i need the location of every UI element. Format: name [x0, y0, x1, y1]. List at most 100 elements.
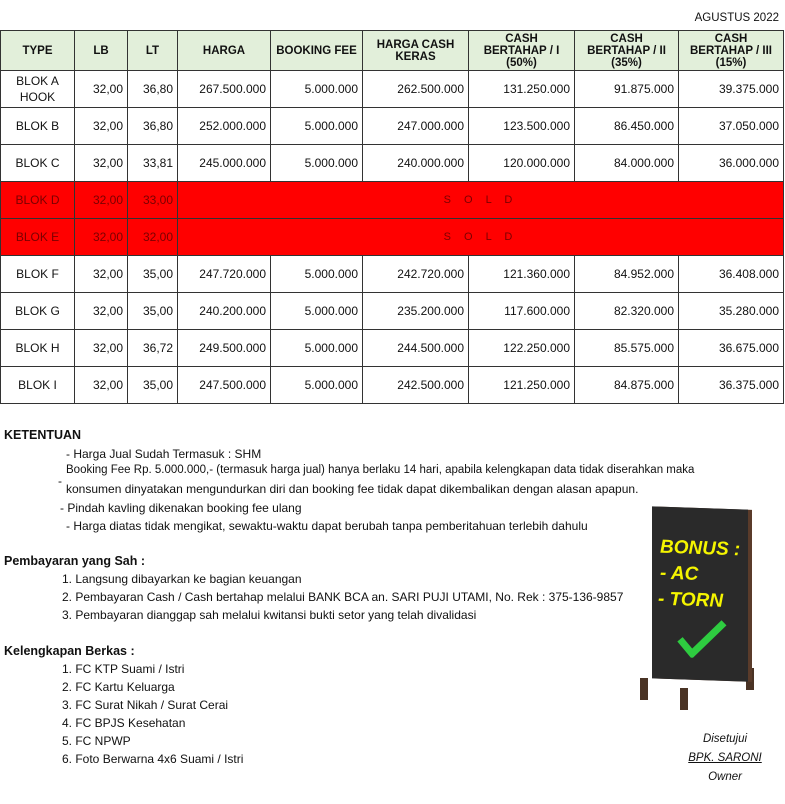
cell-bf: 5.000.000	[270, 292, 363, 330]
cell-c3: 35.280.000	[678, 292, 784, 330]
cell-type: BLOK C	[0, 144, 75, 182]
cell-c1: 121.250.000	[468, 366, 575, 404]
cell-lb: 32,00	[74, 144, 128, 182]
cell-hck: 242.720.000	[362, 255, 469, 293]
cell-c2: 82.320.000	[574, 292, 679, 330]
cell-bf: 5.000.000	[270, 70, 363, 108]
berkas-item: 4. FC BPJS Kesehatan	[62, 716, 186, 730]
cell-lb: 32,00	[74, 255, 128, 293]
cell-lb: 32,00	[74, 218, 128, 256]
cell-lt: 36,72	[127, 329, 178, 367]
price-table: TYPE LB LT HARGA BOOKING FEE HARGA CASH KERAS…	[0, 30, 784, 404]
ketentuan-item: - Pindah kavling dikenakan booking fee u…	[60, 501, 302, 515]
cell-lb: 32,00	[74, 181, 128, 219]
cell-lb: 32,00	[74, 70, 128, 108]
cell-hck: 244.500.000	[362, 329, 469, 367]
berkas-item: 3. FC Surat Nikah / Surat Cerai	[62, 698, 229, 712]
cell-type: BLOK E	[0, 218, 75, 256]
cell-bf: 5.000.000	[270, 144, 363, 182]
bonus-sign-image: BONUS : - AC - TORN	[640, 500, 765, 710]
cell-c2: 86.450.000	[574, 107, 679, 145]
table-row: BLOK B 32,00 36,80 252.000.000 5.000.000 247.…	[0, 107, 784, 145]
ketentuan-item: konsumen dinyatakan mengundurkan diri da…	[66, 482, 639, 496]
column-header: HARGA CASH KERAS	[362, 30, 469, 71]
berkas-item: 5. FC NPWP	[62, 734, 131, 748]
cell-bf: 5.000.000	[270, 329, 363, 367]
table-row: BLOK C 32,00 33,81 245.000.000 5.000.000 240.…	[0, 144, 784, 182]
cell-harga: 252.000.000	[177, 107, 271, 145]
table-row: BLOK D 32,00 33,00 S O L D	[0, 181, 784, 219]
cell-bf: 5.000.000	[270, 255, 363, 293]
cell-c1: 131.250.000	[468, 70, 575, 108]
cell-lt: 33,00	[127, 181, 178, 219]
berkas-item: 2. FC Kartu Keluarga	[62, 680, 175, 694]
sign-line: BONUS :	[660, 536, 741, 561]
table-row: BLOK H 32,00 36,72 249.500.000 5.000.000 244.…	[0, 329, 784, 367]
signature-label: Disetujui	[702, 733, 748, 745]
cell-bf: 5.000.000	[270, 366, 363, 404]
column-header: TYPE	[0, 30, 75, 71]
cell-c3: 39.375.000	[678, 70, 784, 108]
cell-c2: 91.875.000	[574, 70, 679, 108]
cell-c3: 37.050.000	[678, 107, 784, 145]
ketentuan-item: Booking Fee Rp. 5.000.000,- (termasuk ha…	[66, 464, 695, 476]
sign-line: - TORN	[658, 588, 724, 612]
cell-harga: 247.720.000	[177, 255, 271, 293]
checkmark-icon	[677, 620, 727, 659]
table-row: BLOK F 32,00 35,00 247.720.000 5.000.000 242.…	[0, 255, 784, 293]
cell-type: BLOK D	[0, 181, 75, 219]
cell-lb: 32,00	[74, 366, 128, 404]
cell-lb: 32,00	[74, 329, 128, 367]
cell-lb: 32,00	[74, 292, 128, 330]
cell-c3: 36.675.000	[678, 329, 784, 367]
cell-harga: 267.500.000	[177, 70, 271, 108]
column-header: CASH BERTAHAP / III (15%)	[678, 30, 784, 71]
berkas-item: 6. Foto Berwarna 4x6 Suami / Istri	[62, 752, 244, 766]
cell-type: BLOK A HOOK	[0, 70, 75, 108]
cell-hck: 242.500.000	[362, 366, 469, 404]
cell-c1: 123.500.000	[468, 107, 575, 145]
column-header: HARGA	[177, 30, 271, 71]
cell-lt: 36,80	[127, 70, 178, 108]
cell-c3: 36.375.000	[678, 366, 784, 404]
sign-line: - AC	[660, 562, 699, 585]
pembayaran-item: 1. Langsung dibayarkan ke bagian keuanga…	[62, 572, 302, 586]
table-row: BLOK I 32,00 35,00 247.500.000 5.000.000 242.…	[0, 366, 784, 404]
cell-lt: 35,00	[127, 255, 178, 293]
cell-lt: 35,00	[127, 292, 178, 330]
cell-hck: 262.500.000	[362, 70, 469, 108]
cell-lt: 32,00	[127, 218, 178, 256]
cell-sold: S O L D	[177, 218, 784, 256]
cell-lt: 33,81	[127, 144, 178, 182]
cell-hck: 240.000.000	[362, 144, 469, 182]
signature-name: BPK. SARONI	[688, 752, 762, 764]
cell-c1: 122.250.000	[468, 329, 575, 367]
column-header: LT	[127, 30, 178, 71]
cell-sold: S O L D	[177, 181, 784, 219]
berkas-item: 1. FC KTP Suami / Istri	[62, 662, 185, 676]
table-row: BLOK A HOOK 32,00 36,80 267.500.000 5.000.00…	[0, 70, 784, 108]
cell-c1: 117.600.000	[468, 292, 575, 330]
column-header: LB	[74, 30, 128, 71]
cell-lb: 32,00	[74, 107, 128, 145]
column-header: BOOKING FEE	[270, 30, 363, 71]
cell-lt: 35,00	[127, 366, 178, 404]
ketentuan-item: - Harga diatas tidak mengikat, sewaktu-w…	[66, 519, 588, 533]
berkas-title: Kelengkapan Berkas :	[4, 644, 135, 658]
cell-c1: 120.000.000	[468, 144, 575, 182]
table-row: BLOK E 32,00 32,00 S O L D	[0, 218, 784, 256]
cell-lt: 36,80	[127, 107, 178, 145]
cell-c3: 36.000.000	[678, 144, 784, 182]
cell-harga: 249.500.000	[177, 329, 271, 367]
cell-type: BLOK F	[0, 255, 75, 293]
cell-c1: 121.360.000	[468, 255, 575, 293]
ketentuan-title: KETENTUAN	[4, 428, 82, 442]
cell-c2: 85.575.000	[574, 329, 679, 367]
pembayaran-item: 2. Pembayaran Cash / Cash bertahap melal…	[62, 590, 624, 604]
table-row: BLOK G 32,00 35,00 240.200.000 5.000.000 235.…	[0, 292, 784, 330]
cell-c3: 36.408.000	[678, 255, 784, 293]
cell-c2: 84.875.000	[574, 366, 679, 404]
signature-role: Owner	[708, 771, 742, 783]
pembayaran-item: 3. Pembayaran dianggap sah melalui kwita…	[62, 608, 477, 622]
cell-hck: 235.200.000	[362, 292, 469, 330]
